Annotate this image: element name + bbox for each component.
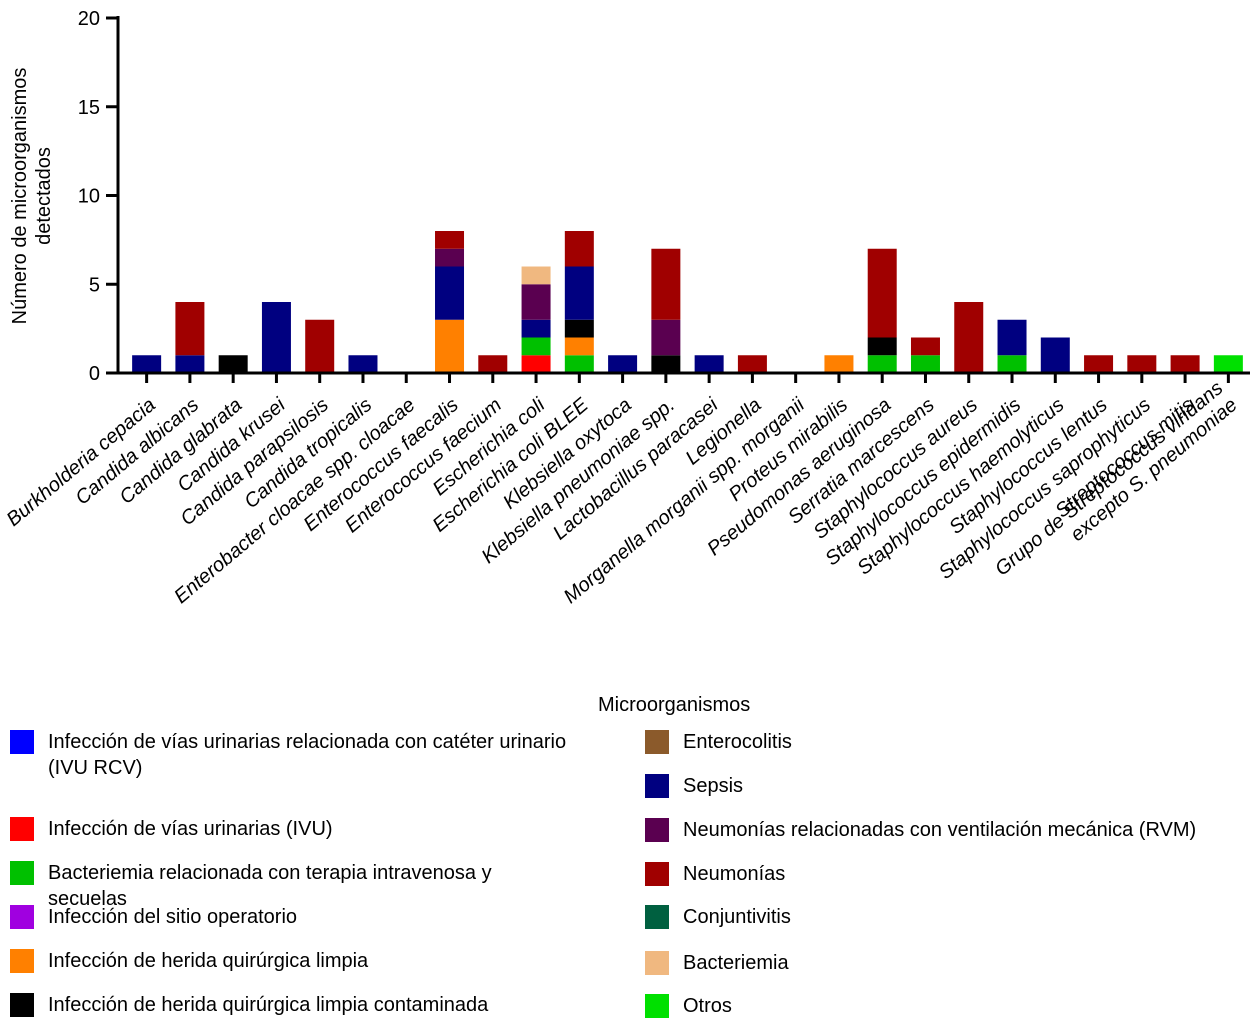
legend-label: Neumonías relacionadas con ventilación m… (683, 819, 1197, 841)
y-tick-label: 5 (89, 274, 100, 296)
bar-segment (608, 355, 638, 373)
bar-segment (910, 355, 940, 373)
legend-label: Infección de herida quirúrgica limpia co… (48, 994, 489, 1016)
bar-segment (218, 355, 248, 373)
legend-swatch (10, 905, 34, 929)
bar-segment (435, 248, 465, 267)
legend-item: Infección de herida quirúrgica limpia co… (10, 992, 570, 1018)
bar-segment (564, 337, 594, 356)
legend-item: Otros (645, 993, 1255, 1019)
legend-item: Conjuntivitis (645, 904, 1255, 930)
legend-label: Neumonías (683, 863, 786, 885)
legend-item: Enterocolitis (645, 729, 1255, 755)
bar-segment (954, 302, 984, 373)
legend-swatch (645, 905, 669, 929)
bar-segment (435, 266, 465, 320)
bar-segment (737, 355, 767, 373)
legend-swatch (10, 861, 34, 885)
legend-item: Infección de vías urinarias (IVU) (10, 816, 570, 842)
legend-label: Conjuntivitis (683, 906, 791, 928)
legend-item: Bacteriemia relacionada con terapia intr… (10, 860, 570, 912)
bar-segment (564, 355, 594, 373)
bar-segment (1084, 355, 1114, 373)
legend-item: Neumonías relacionadas con ventilación m… (645, 817, 1255, 843)
bar-segment (1213, 355, 1243, 373)
bar-segment (348, 355, 378, 373)
legend-item: Infección de herida quirúrgica limpia (10, 948, 570, 974)
bar-segment (521, 355, 551, 373)
bar-segment (132, 355, 162, 373)
bar-segment (694, 355, 724, 373)
bar-segment (651, 355, 681, 373)
bar-segment (867, 248, 897, 338)
legend-label: Infección de herida quirúrgica limpia (48, 950, 369, 972)
bar-segment (824, 355, 854, 373)
bar-segment (435, 319, 465, 373)
legend-swatch (645, 818, 669, 842)
bar-segment (867, 355, 897, 373)
bar-segment (651, 319, 681, 356)
legend-label: Bacteriemia relacionada con terapia intr… (48, 862, 492, 910)
legend-label: Infección de vías urinarias (IVU) (48, 818, 333, 840)
bar-segment (175, 302, 205, 356)
legend-swatch (645, 730, 669, 754)
bar-segment (175, 355, 205, 373)
bar-segment (261, 302, 291, 373)
legend-label: Sepsis (683, 775, 744, 797)
bar-segment (305, 319, 335, 373)
bar-segment (1127, 355, 1157, 373)
legend-label: Infección del sitio operatorio (48, 906, 298, 928)
legend-swatch (10, 817, 34, 841)
bar-segment (1170, 355, 1200, 373)
bar-segment (564, 266, 594, 320)
bar-segment (651, 248, 681, 320)
bar-segment (910, 337, 940, 356)
y-tick-label: 0 (89, 363, 100, 385)
y-axis-label: Número de microorganismos detectados (9, 68, 55, 325)
bar-segment (521, 284, 551, 320)
bar-segment (867, 337, 897, 356)
bar-segment (521, 319, 551, 338)
legend-title: Microorganismos (598, 694, 751, 716)
legend-item: Bacteriemia (645, 950, 1255, 976)
legend-item: Sepsis (645, 773, 1255, 799)
bar-segment (1040, 337, 1070, 373)
chart: Número de microorganismos detectados 0 5 10 1… (3, 8, 1250, 608)
bar-segment (564, 319, 594, 338)
legend-swatch (10, 949, 34, 973)
bar-segment (997, 319, 1027, 356)
y-tick-label: 15 (78, 97, 100, 119)
bar-segment (521, 337, 551, 356)
bar-segment (521, 266, 551, 285)
legend-swatch (645, 774, 669, 798)
legend-label: Otros (683, 995, 732, 1017)
bar-segment (997, 355, 1027, 373)
legend-swatch (10, 730, 34, 754)
y-tick-label: 10 (78, 186, 100, 208)
legend-item: Neumonías (645, 861, 1255, 887)
legend-swatch (645, 994, 669, 1018)
legend-label: Infección de vías urinarias relacionada … (48, 731, 567, 779)
bar-segment (435, 231, 465, 249)
legend-swatch (645, 951, 669, 975)
bar-segment (564, 231, 594, 267)
legend-label: Bacteriemia (683, 952, 789, 974)
legend-item: Infección de vías urinarias relacionada … (10, 729, 570, 781)
bar-segment (478, 355, 508, 373)
y-tick-label: 20 (78, 8, 100, 30)
legend-swatch (10, 993, 34, 1017)
legend-swatch (645, 862, 669, 886)
legend-label: Enterocolitis (683, 731, 792, 753)
legend-item: Infección del sitio operatorio (10, 904, 570, 930)
